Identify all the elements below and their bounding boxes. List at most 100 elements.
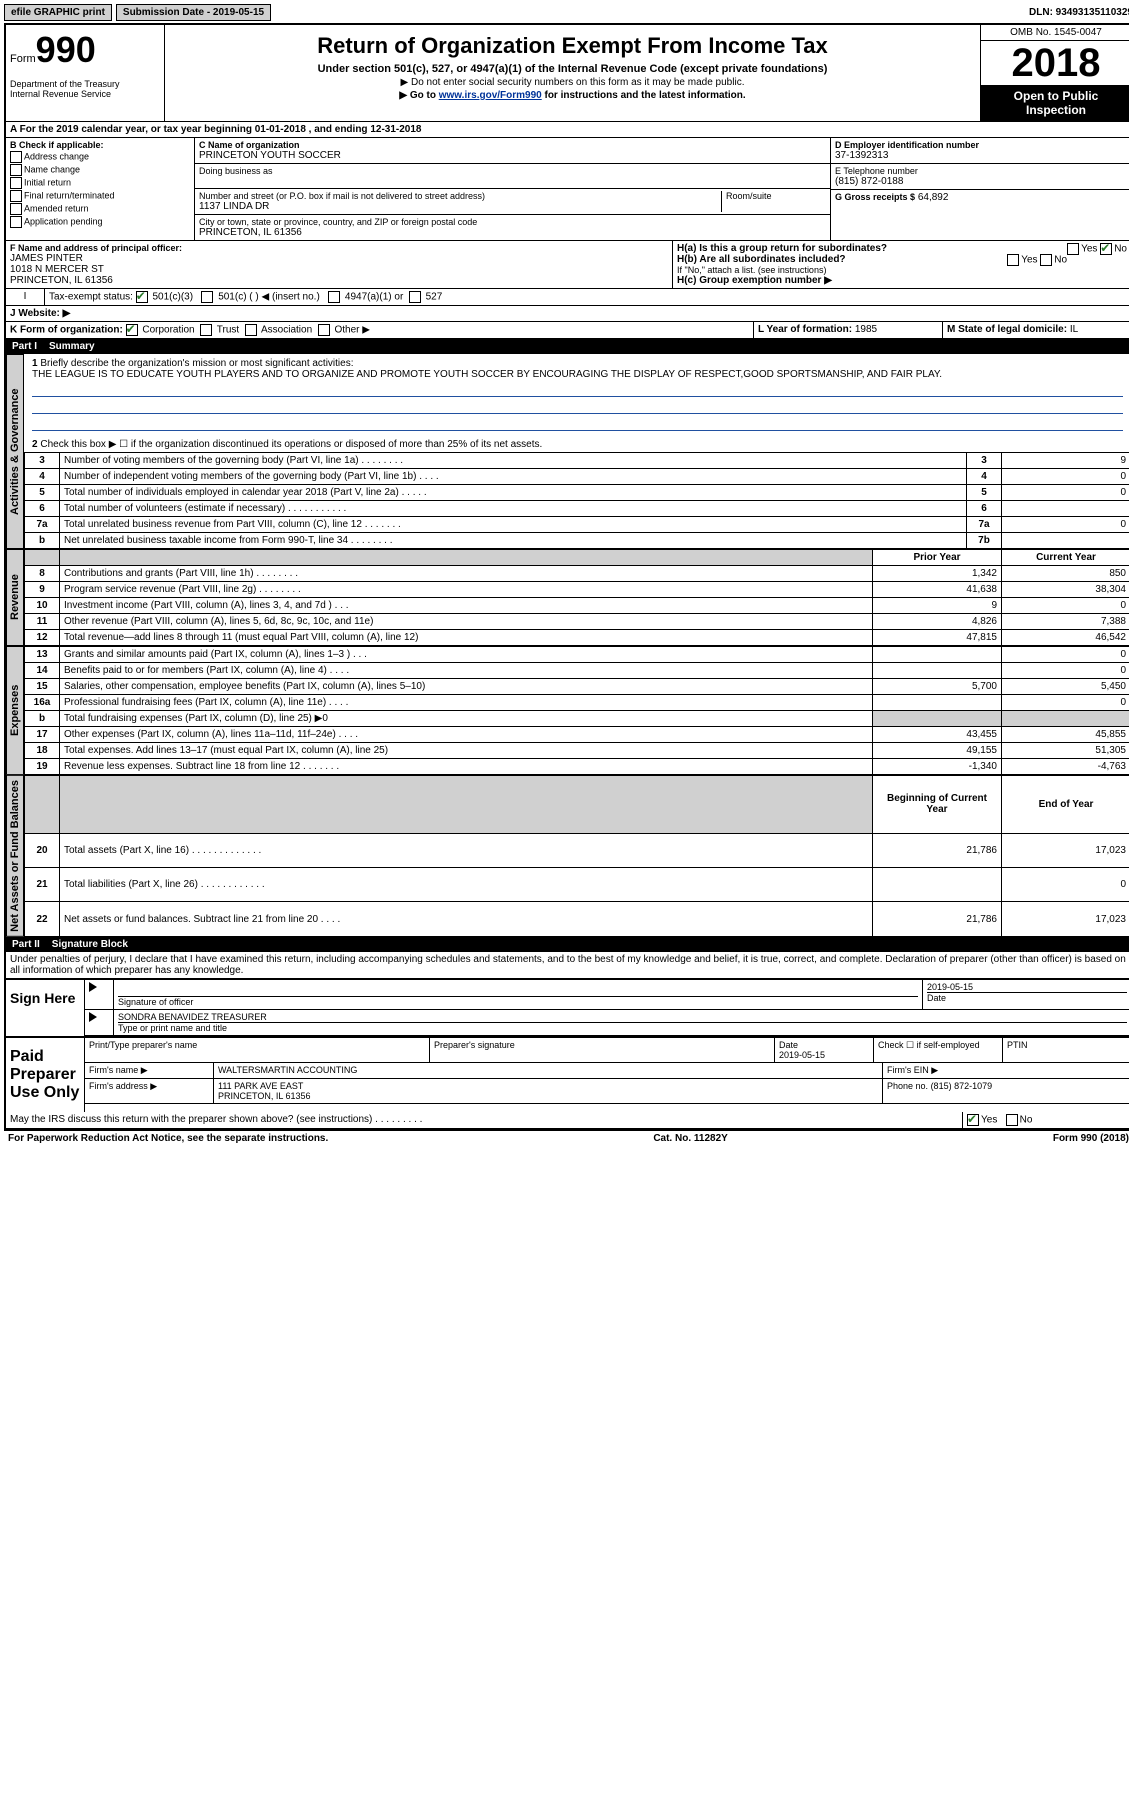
end-year-header: End of Year	[1002, 776, 1129, 834]
room-suite-label: Room/suite	[721, 191, 826, 212]
part-2-title: Signature Block	[52, 939, 128, 950]
discuss-yes-checkbox[interactable]	[967, 1114, 979, 1126]
governance-table: 3Number of voting members of the governi…	[24, 452, 1129, 549]
discuss-question: May the IRS discuss this return with the…	[6, 1112, 963, 1128]
period-text: A For the 2019 calendar year, or tax yea…	[6, 122, 1129, 137]
address-change-checkbox[interactable]	[10, 151, 22, 163]
website-row: J Website: ▶	[6, 306, 1129, 322]
application-pending-checkbox[interactable]	[10, 216, 22, 228]
section-b-label: B Check if applicable:	[10, 140, 104, 150]
opt-other: Other ▶	[334, 325, 369, 336]
irs-link[interactable]: www.irs.gov/Form990	[439, 90, 542, 101]
hb-yes: Yes	[1021, 255, 1037, 266]
hb-no: No	[1054, 255, 1067, 266]
signature-date-label: Date	[927, 993, 1127, 1003]
efile-button[interactable]: efile GRAPHIC print	[4, 4, 112, 21]
signature-date: 2019-05-15	[927, 982, 1127, 992]
501c3-checkbox[interactable]	[136, 291, 148, 303]
state-domicile-value: IL	[1070, 324, 1078, 335]
table-row: 6Total number of volunteers (estimate if…	[25, 501, 1129, 517]
footer-left: For Paperwork Reduction Act Notice, see …	[8, 1133, 328, 1144]
line1-num: 1	[32, 358, 38, 369]
website-label: J Website: ▶	[6, 306, 1129, 321]
table-row: 13Grants and similar amounts paid (Part …	[25, 647, 1129, 663]
instruction-line-1: ▶ Do not enter social security numbers o…	[169, 77, 976, 88]
gross-receipts-label: G Gross receipts $	[835, 192, 915, 202]
527-checkbox[interactable]	[409, 291, 421, 303]
year-formation-value: 1985	[855, 324, 877, 335]
hb-no-checkbox[interactable]	[1040, 254, 1052, 266]
table-row: 7aTotal unrelated business revenue from …	[25, 517, 1129, 533]
ein-label: D Employer identification number	[835, 140, 1127, 150]
mission-text: THE LEAGUE IS TO EDUCATE YOUTH PLAYERS A…	[32, 369, 942, 380]
line1-label: Briefly describe the organization's miss…	[40, 358, 353, 369]
corporation-checkbox[interactable]	[126, 324, 138, 336]
final-return-checkbox[interactable]	[10, 190, 22, 202]
opt-501c: 501(c) ( ) ◀ (insert no.)	[218, 292, 320, 303]
opt-initial-return: Initial return	[24, 177, 71, 187]
association-checkbox[interactable]	[245, 324, 257, 336]
revenue-section: Revenue Prior YearCurrent Year 8Contribu…	[6, 549, 1129, 646]
instruction-line-2: ▶ Go to www.irs.gov/Form990 for instruct…	[169, 90, 976, 101]
officer-value: JAMES PINTER 1018 N MERCER ST PRINCETON,…	[10, 253, 668, 286]
expenses-section: Expenses 13Grants and similar amounts pa…	[6, 646, 1129, 775]
department-label: Department of the Treasury Internal Reve…	[10, 79, 160, 99]
type-print-name-label: Type or print name and title	[118, 1023, 1127, 1033]
discuss-no-checkbox[interactable]	[1006, 1114, 1018, 1126]
top-bar: efile GRAPHIC print Submission Date - 20…	[4, 4, 1129, 21]
part-1-title: Summary	[49, 341, 95, 352]
other-checkbox[interactable]	[318, 324, 330, 336]
firm-name-value: WALTERSMARTIN ACCOUNTING	[214, 1063, 883, 1078]
opt-trust: Trust	[217, 325, 239, 336]
table-row: 21Total liabilities (Part X, line 26) . …	[25, 868, 1129, 902]
hb-note: If "No," attach a list. (see instruction…	[677, 265, 1127, 275]
opt-501c3: 501(c)(3)	[152, 292, 193, 303]
org-info-block: B Check if applicable: Address change Na…	[6, 138, 1129, 241]
ha-yes-checkbox[interactable]	[1067, 243, 1079, 255]
self-employed-label: Check ☐ if self-employed	[874, 1038, 1003, 1062]
table-row: 14Benefits paid to or for members (Part …	[25, 663, 1129, 679]
table-header-row: Beginning of Current YearEnd of Year	[25, 776, 1129, 834]
beginning-year-header: Beginning of Current Year	[873, 776, 1002, 834]
tax-exempt-label: Tax-exempt status:	[49, 292, 133, 303]
paid-preparer-label: Paid Preparer Use Only	[6, 1038, 85, 1112]
sign-here-section: Sign Here Signature of officer 2019-05-1…	[6, 978, 1129, 1036]
opt-application-pending: Application pending	[24, 216, 103, 226]
name-change-checkbox[interactable]	[10, 164, 22, 176]
501c-checkbox[interactable]	[201, 291, 213, 303]
table-row: 9Program service revenue (Part VIII, lin…	[25, 582, 1129, 598]
table-header-row: Prior YearCurrent Year	[25, 550, 1129, 566]
ha-no-checkbox[interactable]	[1100, 243, 1112, 255]
part-1-header: Part I Summary	[6, 339, 1129, 354]
amended-return-checkbox[interactable]	[10, 203, 22, 215]
opt-amended-return: Amended return	[24, 203, 89, 213]
dba-label: Doing business as	[199, 166, 826, 176]
line2-label: Check this box ▶ ☐ if the organization d…	[40, 439, 542, 450]
initial-return-checkbox[interactable]	[10, 177, 22, 189]
trust-checkbox[interactable]	[200, 324, 212, 336]
opt-address-change: Address change	[24, 151, 89, 161]
4947-checkbox[interactable]	[328, 291, 340, 303]
officer-name-title: SONDRA BENAVIDEZ TREASURER	[118, 1012, 1127, 1022]
table-row: 8Contributions and grants (Part VIII, li…	[25, 566, 1129, 582]
officer-group-block: F Name and address of principal officer:…	[6, 241, 1129, 289]
hb-yes-checkbox[interactable]	[1007, 254, 1019, 266]
firm-address-2: PRINCETON, IL 61356	[218, 1091, 878, 1101]
table-row: 16aProfessional fundraising fees (Part I…	[25, 695, 1129, 711]
org-name-label: C Name of organization	[199, 140, 826, 150]
table-row: 15Salaries, other compensation, employee…	[25, 679, 1129, 695]
street-address: 1137 LINDA DR	[199, 201, 721, 212]
current-year-header: Current Year	[1002, 550, 1129, 566]
net-assets-tab: Net Assets or Fund Balances	[6, 775, 24, 937]
firm-address-1: 111 PARK AVE EAST	[218, 1081, 878, 1091]
table-row: bNet unrelated business taxable income f…	[25, 533, 1129, 549]
preparer-date-value: 2019-05-15	[779, 1050, 825, 1060]
firm-phone-value: (815) 872-1079	[931, 1081, 993, 1091]
goto-prefix: ▶ Go to	[399, 90, 438, 101]
part-1-label: Part I	[12, 341, 37, 352]
preparer-name-label: Print/Type preparer's name	[85, 1038, 430, 1062]
table-row: 19Revenue less expenses. Subtract line 1…	[25, 759, 1129, 775]
city-label: City or town, state or province, country…	[199, 217, 826, 227]
klm-row: K Form of organization: Corporation Trus…	[6, 322, 1129, 339]
open-to-public-badge: Open to Public Inspection	[981, 85, 1129, 121]
